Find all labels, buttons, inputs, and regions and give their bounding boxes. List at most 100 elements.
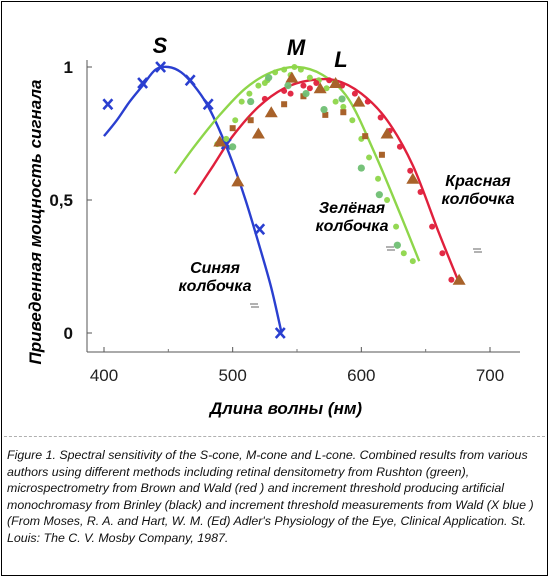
l-cone-point xyxy=(326,77,333,84)
m-cone-point xyxy=(223,135,230,142)
rushton-point xyxy=(265,74,273,82)
rushton-point xyxy=(357,164,365,172)
scan-speck xyxy=(473,248,482,253)
brinley-triangle xyxy=(251,127,265,139)
s-cone-x-mark xyxy=(184,74,196,87)
l-cone-point xyxy=(396,143,403,150)
rushton-point xyxy=(393,241,401,249)
chart-labels: Длина волны (нм) Приведенная мощность сиг… xyxy=(26,33,515,418)
curves xyxy=(103,65,459,334)
series-label-line: колбочка xyxy=(315,218,388,235)
rushton-point xyxy=(375,191,383,199)
s-cone-x-mark xyxy=(155,61,167,73)
series-label-line: колбочка xyxy=(441,191,514,208)
scan-speck xyxy=(250,303,259,308)
caption-separator xyxy=(4,436,545,437)
m-cone-point xyxy=(306,74,313,81)
m-cone-point xyxy=(291,64,298,70)
m-cone-point xyxy=(272,69,279,76)
l-cone-point xyxy=(281,87,288,94)
l-cone-point xyxy=(351,90,358,97)
l-cone-curve xyxy=(193,77,459,281)
m-cone-point xyxy=(281,66,288,73)
data-marks xyxy=(102,61,466,339)
rushton-point xyxy=(302,90,310,98)
m-cone-point xyxy=(349,117,356,124)
brinley-square xyxy=(281,101,288,108)
l-cone-point xyxy=(377,114,384,121)
m-cone-point xyxy=(375,175,382,182)
m-cone-point xyxy=(340,103,347,110)
m-cone-point xyxy=(393,223,400,230)
s-cone-x-mark xyxy=(202,98,214,111)
l-cone-point xyxy=(313,79,320,86)
l-cone-point xyxy=(417,189,424,196)
m-cone-point xyxy=(255,82,262,89)
y-axis-title: Приведенная мощность сигнала xyxy=(26,80,45,365)
m-cone-point xyxy=(246,90,253,97)
rushton-point xyxy=(338,95,346,103)
s-cone-x-mark xyxy=(274,327,286,339)
brinley-triangle xyxy=(264,106,278,118)
m-cone-point xyxy=(232,117,239,124)
x-tick-label: 700 xyxy=(476,366,504,385)
brinley-triangle xyxy=(452,273,466,285)
brinley-triangle xyxy=(285,71,299,83)
brinley-square xyxy=(340,109,347,116)
brinley-square xyxy=(378,151,385,158)
m-cone-point xyxy=(384,197,391,203)
l-cone-point xyxy=(439,250,446,257)
y-tick-label: 1 xyxy=(64,58,73,77)
l-cone-point xyxy=(448,276,455,283)
brinley-triangle xyxy=(406,172,420,184)
spectral-sensitivity-chart: 400 500 600 700 0 0,5 1 Длина волны (нм) Привед… xyxy=(26,33,520,418)
brinley-square xyxy=(300,93,307,100)
l-cone-point xyxy=(287,90,294,97)
brinley-triangle xyxy=(329,76,343,88)
l-cone-point xyxy=(429,223,436,230)
s-cone-x-mark xyxy=(102,98,114,111)
l-cone-point xyxy=(407,167,414,174)
x-tick-label: 600 xyxy=(347,366,375,385)
rushton-point xyxy=(284,82,292,90)
rushton-point xyxy=(320,105,328,114)
rushton-point xyxy=(229,143,237,151)
m-cone-point xyxy=(297,66,304,73)
l-cone-point xyxy=(364,98,371,105)
m-cone-point xyxy=(261,79,268,86)
series-label-line: Синяя xyxy=(190,260,240,277)
m-cone-point xyxy=(332,98,339,105)
brinley-square xyxy=(362,133,369,140)
m-cone-point xyxy=(238,98,245,105)
scan-speck xyxy=(386,246,395,251)
brinley-triangle xyxy=(352,95,366,107)
brinley-triangle xyxy=(231,175,245,187)
x-tick-label: 400 xyxy=(90,366,118,385)
brinley-square xyxy=(229,125,236,132)
m-cone-point xyxy=(323,85,330,92)
s-cone-x-mark xyxy=(137,77,149,89)
series-label-line: Красная xyxy=(445,173,511,190)
brinley-triangle xyxy=(313,82,327,94)
y-tick-label: 0,5 xyxy=(49,191,73,210)
brinley-triangle xyxy=(380,127,394,139)
figure-caption: Figure 1. Spectral sensitivity of the S-… xyxy=(7,448,534,545)
series-label-line: колбочка xyxy=(178,278,251,295)
rushton-point xyxy=(247,97,255,106)
y-tick-label: 0 xyxy=(64,324,73,343)
brinley-triangle xyxy=(213,135,227,147)
brinley-square xyxy=(247,117,254,124)
m-cone-point xyxy=(366,154,373,161)
s-cone-x-mark xyxy=(254,223,266,236)
l-cone-point xyxy=(300,82,307,89)
x-axis-title: Длина волны (нм) xyxy=(208,399,363,418)
m-cone-point xyxy=(400,250,407,257)
series-label-line: Зелёная xyxy=(319,200,386,217)
l-cone-point xyxy=(306,85,313,92)
curve-letter-m: M xyxy=(287,35,306,60)
axes: 400 500 600 700 0 0,5 1 xyxy=(49,58,520,385)
curve-letter-s: S xyxy=(153,33,168,58)
curve-letter-l: L xyxy=(334,47,347,72)
x-tick-label: 500 xyxy=(218,366,246,385)
